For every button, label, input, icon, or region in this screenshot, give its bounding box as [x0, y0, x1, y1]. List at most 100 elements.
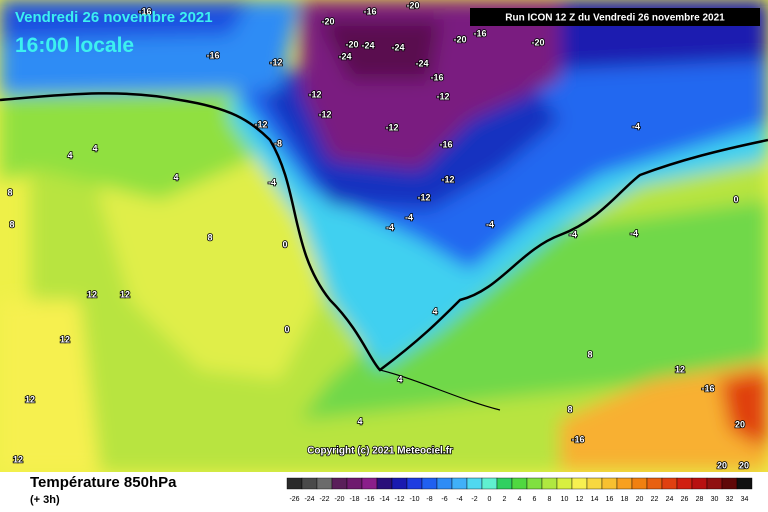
zero-isotherm: [0, 92, 768, 372]
footer-title: Température 850hPa: [30, 474, 177, 491]
contour-label: 0: [282, 239, 287, 249]
contour-label: -12: [308, 89, 321, 99]
contour-label: -20: [531, 37, 544, 47]
legend-swatch: [571, 477, 588, 490]
legend-label: -20: [334, 496, 344, 503]
legend-swatch: [706, 477, 723, 490]
legend-swatch: [556, 477, 573, 490]
contour-label: -20: [406, 0, 419, 10]
legend-swatch: [391, 477, 408, 490]
legend-label: -8: [426, 496, 432, 503]
contour-label: -16: [206, 50, 219, 60]
contour-label: 8: [567, 404, 572, 414]
contour-label: -16: [701, 383, 714, 393]
legend-label: 4: [518, 496, 522, 503]
contour-label: 12: [13, 454, 23, 464]
legend-label: -26: [289, 496, 299, 503]
legend-swatch: [661, 477, 678, 490]
legend-label: 26: [681, 496, 689, 503]
contour-label: 8: [7, 187, 12, 197]
contour-label: -12: [385, 122, 398, 132]
legend-swatch: [301, 477, 318, 490]
legend-label: 30: [711, 496, 719, 503]
contour-label: -16: [439, 139, 452, 149]
legend-swatch: [511, 477, 528, 490]
contour-label: -24: [415, 58, 428, 68]
legend-swatch: [466, 477, 483, 490]
legend-swatch: [406, 477, 423, 490]
legend-label: 32: [726, 496, 734, 503]
legend-swatch: [376, 477, 393, 490]
legend-label: -14: [379, 496, 389, 503]
legend-swatch: [316, 477, 333, 490]
contour-label: 8: [207, 232, 212, 242]
legend-label: 14: [591, 496, 599, 503]
contour-label: -24: [361, 40, 374, 50]
legend-swatch: [586, 477, 603, 490]
contour-label: -20: [321, 16, 334, 26]
temperature-field: -16-20-20-16-20 -24-24-24-20-16-20-16-12-…: [0, 0, 768, 472]
legend-swatch: [481, 477, 498, 490]
legend-swatch: [361, 477, 378, 490]
contour-label: -12: [318, 109, 331, 119]
contour-label: 20: [735, 419, 745, 429]
color-scale: -26 -24 -22 -20 -18 -16 -14 -12 -10 -8 -6 -4 -2 0 2 4 6 8…: [286, 477, 753, 503]
legend-swatch: [631, 477, 648, 490]
legend-swatch: [691, 477, 708, 490]
copyright: Copyright (c) 2021 Meteociel.fr: [307, 446, 453, 457]
contour-label: 4: [397, 374, 402, 384]
contour-label: 4: [357, 416, 362, 426]
legend-label: 16: [606, 496, 614, 503]
legend-swatch: [541, 477, 558, 490]
contour-label: -20: [345, 39, 358, 49]
legend-label: -12: [394, 496, 404, 503]
legend-label: 28: [696, 496, 704, 503]
contour-label: -12: [417, 192, 430, 202]
contour-label: 12: [87, 289, 97, 299]
date: Vendredi 26 novembre 2021: [15, 9, 213, 26]
contour-label: -12: [254, 119, 267, 129]
legend-swatch: [616, 477, 633, 490]
contour-label: -16: [138, 6, 151, 16]
legend-label: -6: [441, 496, 447, 503]
legend-label: 24: [666, 496, 674, 503]
contour-label: -4: [268, 177, 276, 187]
contour-label: -24: [338, 51, 351, 61]
contour-label: -24: [391, 42, 404, 52]
contour-label: -16: [473, 28, 486, 38]
legend-label: 10: [561, 496, 569, 503]
legend-label: 6: [533, 496, 537, 503]
legend-label: 0: [488, 496, 492, 503]
coastline: [379, 369, 501, 411]
legend-swatch: [331, 477, 348, 490]
contour-label: 12: [120, 289, 130, 299]
contour-label: -16: [430, 72, 443, 82]
time: 16:00 locale: [15, 34, 134, 57]
legend-swatch: [451, 477, 468, 490]
contour-label: 12: [675, 364, 685, 374]
legend-label: 2: [503, 496, 507, 503]
contour-label: 20: [717, 460, 727, 470]
contour-label: -4: [405, 212, 413, 222]
contour-label: -4: [386, 222, 394, 232]
contour-label: -4: [630, 228, 638, 238]
legend-swatch: [736, 477, 753, 490]
contour-label: -4: [486, 219, 494, 229]
legend-swatch: [421, 477, 438, 490]
contour-label: -12: [441, 174, 454, 184]
legend-swatch: [346, 477, 363, 490]
legend-label: 22: [651, 496, 659, 503]
legend-swatch: [496, 477, 513, 490]
contour-label: -20: [453, 34, 466, 44]
run-box: [470, 8, 760, 26]
contour-label: 0: [733, 194, 738, 204]
legend-label: -4: [456, 496, 462, 503]
run-info: Run ICON 12 Z du Vendredi 26 novembre 20…: [505, 13, 725, 24]
legend-label: -10: [409, 496, 419, 503]
footer-step: (+ 3h): [30, 494, 60, 506]
legend-label: 34: [741, 496, 749, 503]
contour-label: 12: [25, 394, 35, 404]
contour-label: -16: [571, 434, 584, 444]
contour-label: -12: [269, 57, 282, 67]
contour-label: -12: [436, 91, 449, 101]
